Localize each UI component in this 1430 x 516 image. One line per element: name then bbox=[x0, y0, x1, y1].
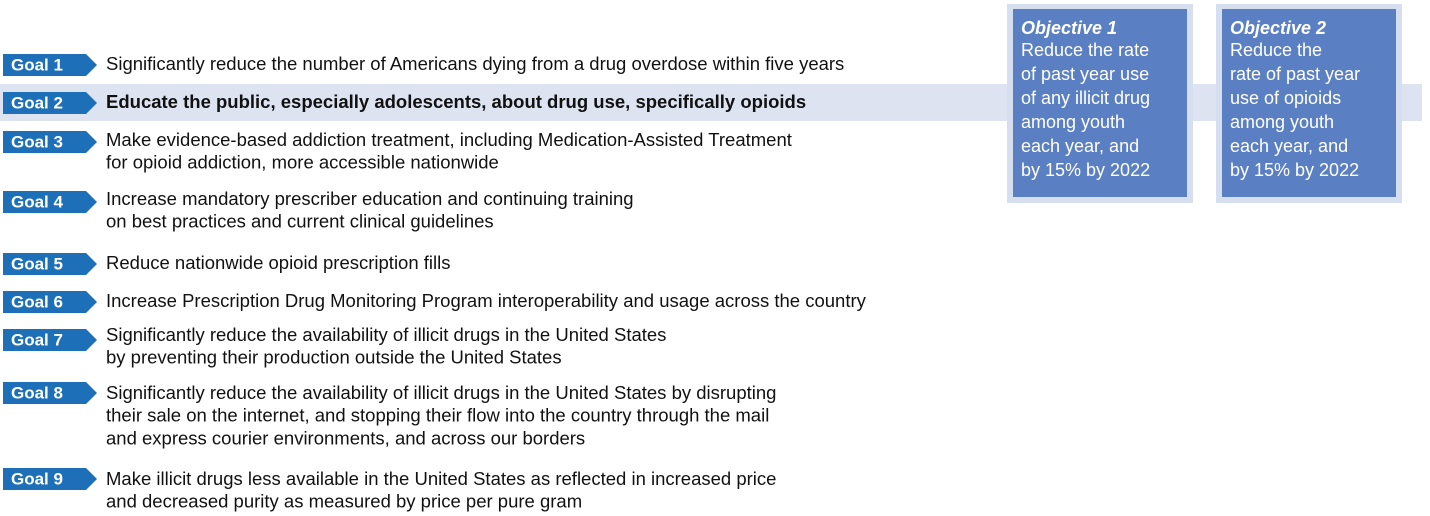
objective-box bbox=[1222, 9, 1396, 197]
goal-label: Goal 8 bbox=[11, 383, 63, 402]
goal-label: Goal 5 bbox=[11, 254, 63, 273]
goal-text: and express courier environments, and ac… bbox=[106, 427, 585, 448]
goal-tag bbox=[3, 291, 97, 313]
goal-label: Goal 4 bbox=[11, 192, 64, 211]
objective-text: among youth bbox=[1230, 112, 1334, 132]
goal-text: Increase Prescription Drug Monitoring Pr… bbox=[106, 290, 867, 311]
goal-text: by preventing their production outside t… bbox=[106, 347, 562, 368]
goal-label: Goal 9 bbox=[11, 469, 63, 488]
goal-text: for opioid addiction, more accessible na… bbox=[106, 152, 499, 173]
goal-tag bbox=[3, 191, 97, 213]
goal-label: Goal 3 bbox=[11, 132, 63, 151]
goal-tag bbox=[3, 253, 97, 275]
goal-tag bbox=[3, 382, 97, 404]
goal-text: Make evidence-based addiction treatment,… bbox=[106, 129, 792, 150]
objective-text: by 15% by 2022 bbox=[1021, 160, 1150, 180]
goal-label: Goal 7 bbox=[11, 330, 63, 349]
goal-text: Significantly reduce the number of Ameri… bbox=[106, 53, 844, 74]
objective-text: each year, and bbox=[1230, 136, 1348, 156]
goal-text: and decreased purity as measured by pric… bbox=[106, 491, 582, 512]
goal-text: their sale on the internet, and stopping… bbox=[106, 405, 769, 426]
objective-text: by 15% by 2022 bbox=[1230, 160, 1359, 180]
objective-box bbox=[1013, 9, 1187, 197]
objective-text: use of opioids bbox=[1230, 88, 1341, 108]
objective-text: of past year use bbox=[1021, 64, 1149, 84]
objective-text: of any illicit drug bbox=[1021, 88, 1150, 108]
goal-text: Make illicit drugs less available in the… bbox=[106, 468, 776, 489]
goal-text: on best practices and current clinical g… bbox=[106, 211, 494, 232]
objective-title: Objective 2 bbox=[1230, 18, 1326, 38]
goal-tag bbox=[3, 329, 97, 351]
objective-text: Reduce the bbox=[1230, 40, 1322, 60]
objective-text: rate of past year bbox=[1230, 64, 1360, 84]
objective-text: among youth bbox=[1021, 112, 1125, 132]
goal-text: Reduce nationwide opioid prescription fi… bbox=[106, 252, 451, 273]
goal-tag bbox=[3, 54, 97, 76]
goal-text: Increase mandatory prescriber education … bbox=[106, 188, 634, 209]
objective-text: each year, and bbox=[1021, 136, 1139, 156]
goal-text: Significantly reduce the availability of… bbox=[106, 324, 666, 345]
goal-text: Significantly reduce the availability of… bbox=[106, 382, 776, 403]
goal-tag bbox=[3, 468, 97, 490]
goal-tag bbox=[3, 92, 97, 114]
goal-label: Goal 6 bbox=[11, 292, 63, 311]
goal-text: Educate the public, especially adolescen… bbox=[106, 91, 806, 112]
goal-label: Goal 2 bbox=[11, 93, 63, 112]
objective-title: Objective 1 bbox=[1021, 18, 1117, 38]
goal-tag bbox=[3, 131, 97, 153]
objective-text: Reduce the rate bbox=[1021, 40, 1149, 60]
goal-label: Goal 1 bbox=[11, 55, 63, 74]
